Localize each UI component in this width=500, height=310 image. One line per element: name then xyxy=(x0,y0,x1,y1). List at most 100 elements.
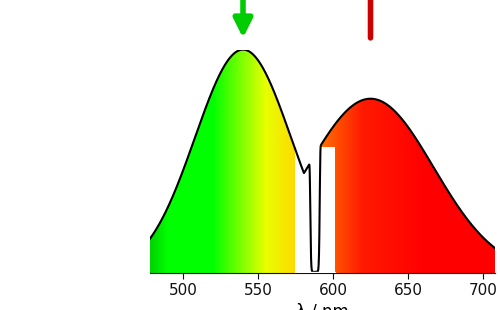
Bar xyxy=(403,121,404,273)
Bar xyxy=(378,100,379,273)
Bar xyxy=(450,196,451,273)
Bar xyxy=(258,61,259,273)
Bar xyxy=(472,226,473,273)
Bar xyxy=(186,160,187,273)
Bar xyxy=(252,54,253,273)
Bar xyxy=(197,131,198,273)
Bar xyxy=(424,153,425,273)
Bar xyxy=(394,111,395,273)
Bar xyxy=(385,103,386,273)
Bar xyxy=(413,135,414,273)
Bar xyxy=(291,138,292,273)
Bar xyxy=(452,199,453,273)
Bar xyxy=(451,197,452,273)
Bar xyxy=(469,222,470,273)
Bar xyxy=(418,143,419,273)
Bar xyxy=(239,50,240,273)
Bar xyxy=(436,172,437,273)
Bar xyxy=(301,166,302,273)
Bar xyxy=(219,76,220,273)
Bar xyxy=(437,174,438,273)
Bar xyxy=(325,138,326,273)
X-axis label: λ / nm: λ / nm xyxy=(296,302,349,310)
Bar xyxy=(369,99,370,273)
Bar xyxy=(434,169,435,273)
Bar xyxy=(389,106,390,273)
Bar xyxy=(199,126,200,273)
Bar xyxy=(160,221,161,273)
Bar xyxy=(249,51,250,273)
Bar xyxy=(186,161,187,273)
Bar xyxy=(292,143,293,273)
Bar xyxy=(270,84,271,273)
Bar xyxy=(295,150,296,273)
Bar xyxy=(166,210,167,273)
Bar xyxy=(171,199,172,273)
Bar xyxy=(293,144,294,273)
Bar xyxy=(235,52,236,273)
Bar xyxy=(269,80,270,273)
Bar xyxy=(464,216,465,273)
Bar xyxy=(213,89,214,273)
Bar xyxy=(286,126,287,273)
Bar xyxy=(168,205,170,273)
Bar xyxy=(345,112,346,273)
Bar xyxy=(166,209,167,273)
Bar xyxy=(212,91,213,273)
Bar xyxy=(246,50,247,273)
Bar xyxy=(381,101,382,273)
Bar xyxy=(457,206,458,273)
Bar xyxy=(300,165,301,273)
Bar xyxy=(416,140,417,273)
Bar xyxy=(485,240,486,273)
Bar xyxy=(392,109,393,273)
Bar xyxy=(348,109,349,273)
Bar xyxy=(368,99,369,273)
Bar xyxy=(340,117,341,273)
Bar xyxy=(201,119,202,273)
Bar xyxy=(215,84,216,273)
Bar xyxy=(324,139,325,273)
Bar xyxy=(406,126,407,273)
Bar xyxy=(236,51,237,273)
Bar xyxy=(158,225,159,273)
Bar xyxy=(209,99,210,273)
Bar xyxy=(161,220,162,273)
Bar xyxy=(449,193,450,273)
Bar xyxy=(435,170,436,273)
Bar xyxy=(358,102,359,273)
Bar xyxy=(279,105,280,273)
Bar xyxy=(464,216,465,273)
Bar xyxy=(192,144,193,273)
Bar xyxy=(191,148,192,273)
Bar xyxy=(179,181,180,273)
Bar xyxy=(479,234,480,273)
Bar xyxy=(170,201,171,273)
Bar xyxy=(262,67,263,273)
Bar xyxy=(436,173,437,273)
Bar xyxy=(174,192,175,273)
Bar xyxy=(419,144,420,273)
Bar xyxy=(383,102,384,273)
Bar xyxy=(229,59,230,273)
Bar xyxy=(267,77,268,273)
Bar xyxy=(284,120,285,273)
Bar xyxy=(312,272,314,273)
Bar xyxy=(462,213,463,273)
Bar xyxy=(350,107,351,273)
Bar xyxy=(429,160,430,273)
Bar xyxy=(431,163,432,273)
Bar xyxy=(198,127,199,273)
Bar xyxy=(399,116,400,273)
Bar xyxy=(315,272,316,273)
Bar xyxy=(395,112,396,273)
Bar xyxy=(171,200,172,273)
Bar xyxy=(477,232,478,273)
Bar xyxy=(226,62,227,273)
Bar xyxy=(462,213,463,273)
Bar xyxy=(409,128,410,273)
Bar xyxy=(414,137,415,273)
Bar xyxy=(214,85,215,273)
Bar xyxy=(287,127,288,273)
Bar xyxy=(353,105,354,273)
